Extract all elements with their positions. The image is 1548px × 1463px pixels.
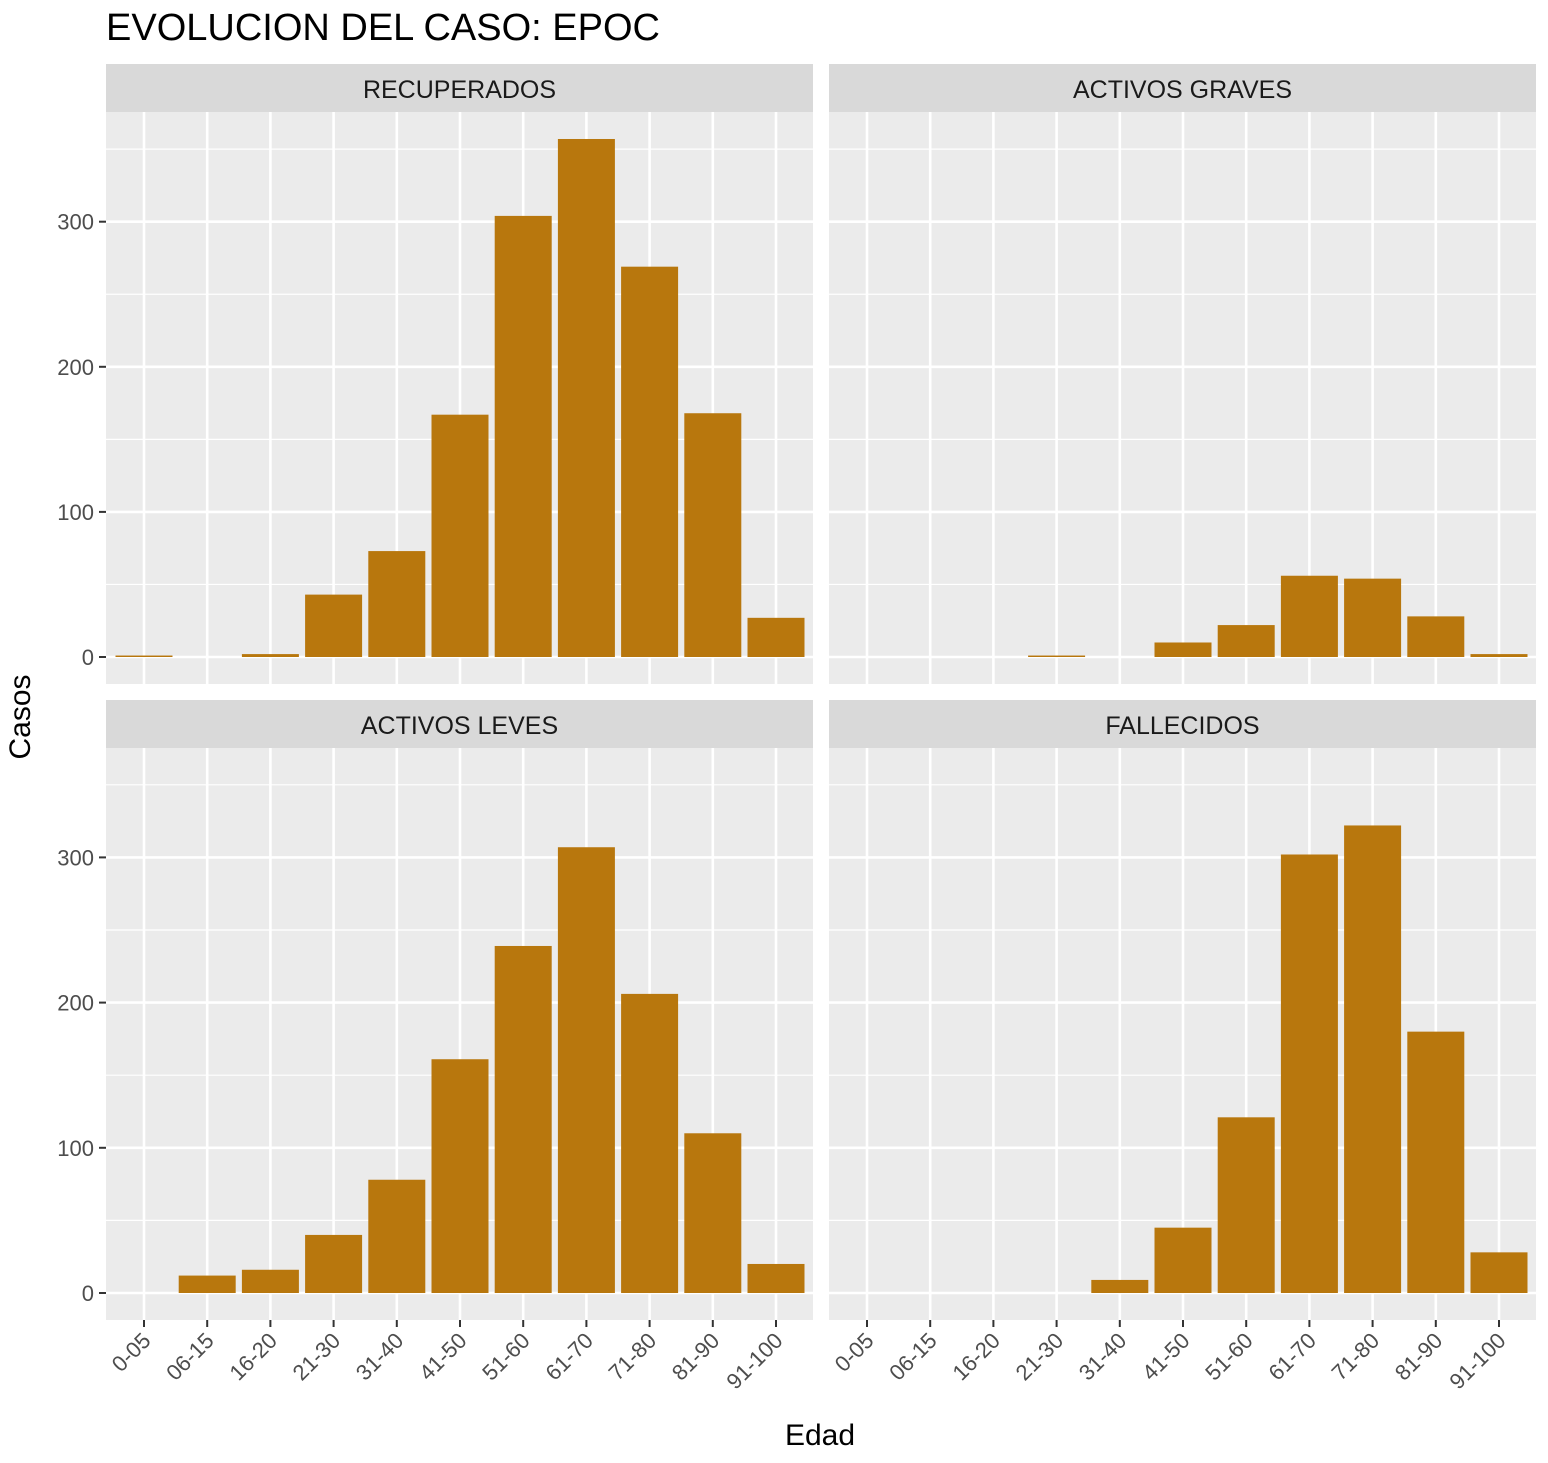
bar	[684, 413, 742, 657]
bar	[241, 1269, 299, 1293]
bar	[368, 1179, 426, 1293]
bar	[1407, 616, 1465, 657]
x-tick-label: 51-60	[1200, 1328, 1257, 1385]
bar	[747, 1263, 805, 1293]
y-tick-label: 0	[82, 645, 94, 670]
y-tick-label: 200	[57, 355, 94, 380]
facet-strip	[829, 700, 1536, 748]
bar	[1028, 655, 1086, 657]
chart-title: EVOLUCION DEL CASO: EPOC	[106, 7, 660, 49]
x-tick-label: 81-90	[1390, 1328, 1447, 1385]
bar	[1407, 1031, 1465, 1293]
x-tick-label: 41-50	[414, 1328, 471, 1385]
x-tick-label: 91-100	[721, 1328, 787, 1394]
facet-strip	[106, 64, 813, 112]
x-tick-label: 41-50	[1137, 1328, 1194, 1385]
x-tick-label: 06-15	[161, 1328, 218, 1385]
bar	[368, 551, 426, 657]
y-tick-label: 200	[57, 991, 94, 1016]
facet-strip-label: ACTIVOS LEVES	[361, 712, 558, 740]
x-tick-label: 21-30	[1011, 1328, 1068, 1385]
bar	[747, 617, 805, 657]
facet-strip	[829, 64, 1536, 112]
facet-strip-label: FALLECIDOS	[1105, 712, 1259, 740]
x-tick-label: 16-20	[947, 1328, 1004, 1385]
facet-panel: RECUPERADOS 0 100 200 300	[57, 64, 813, 684]
y-tick-label: 300	[57, 845, 94, 870]
bar	[1217, 625, 1275, 657]
x-tick-label: 06-15	[884, 1328, 941, 1385]
bar	[305, 594, 363, 657]
x-tick-label: 71-80	[1327, 1328, 1384, 1385]
x-tick-label: 21-30	[288, 1328, 345, 1385]
x-tick-label: 31-40	[1074, 1328, 1131, 1385]
facet-strip	[106, 700, 813, 748]
x-tick-label: 16-20	[224, 1328, 281, 1385]
x-tick-label: 51-60	[477, 1328, 534, 1385]
y-tick-label: 0	[82, 1281, 94, 1306]
facet-panel: ACTIVOS GRAVES	[829, 64, 1536, 684]
bar	[1344, 578, 1402, 657]
panels: RECUPERADOS 0 100 200 300 ACTIVOS GRAVES ACTIV…	[57, 64, 1536, 1394]
x-tick-label: 91-100	[1444, 1328, 1510, 1394]
y-tick-label: 100	[57, 500, 94, 525]
bar	[684, 1133, 742, 1293]
x-axis-title: Edad	[785, 1419, 855, 1452]
bar	[178, 1275, 236, 1293]
x-tick-label: 61-70	[540, 1328, 597, 1385]
facet-strip-label: ACTIVOS GRAVES	[1073, 76, 1292, 104]
bar	[1280, 575, 1338, 657]
bar	[1154, 642, 1212, 657]
bar	[115, 655, 173, 657]
facet-panel: FALLECIDOS 0-05 06-15 16-20 21-30 31-40 41-50 5…	[829, 700, 1536, 1394]
bar	[494, 215, 552, 657]
x-tick-label: 0-05	[107, 1328, 156, 1377]
bar	[1280, 854, 1338, 1293]
x-tick-label: 31-40	[351, 1328, 408, 1385]
bar	[1344, 825, 1402, 1293]
bar	[1470, 654, 1528, 657]
bar	[241, 654, 299, 657]
bar	[557, 847, 615, 1293]
bar	[1470, 1252, 1528, 1293]
y-tick-label: 100	[57, 1136, 94, 1161]
x-tick-label: 61-70	[1263, 1328, 1320, 1385]
bar	[494, 945, 552, 1293]
bar	[431, 414, 489, 657]
bar	[621, 266, 679, 657]
facet-panel: ACTIVOS LEVES 0 100 200 300 0-05 06-15 16-20 21-…	[57, 700, 813, 1394]
facet-strip-label: RECUPERADOS	[363, 76, 556, 104]
bar	[1091, 1279, 1149, 1293]
x-tick-label: 0-05	[830, 1328, 879, 1377]
bar	[1217, 1117, 1275, 1293]
bar	[621, 993, 679, 1293]
x-tick-label: 81-90	[667, 1328, 724, 1385]
bar	[557, 138, 615, 658]
bar	[305, 1234, 363, 1293]
y-axis-title: Casos	[4, 674, 37, 759]
bar	[1154, 1227, 1212, 1293]
y-tick-label: 300	[57, 210, 94, 235]
x-tick-label: 71-80	[604, 1328, 661, 1385]
bar	[431, 1059, 489, 1293]
